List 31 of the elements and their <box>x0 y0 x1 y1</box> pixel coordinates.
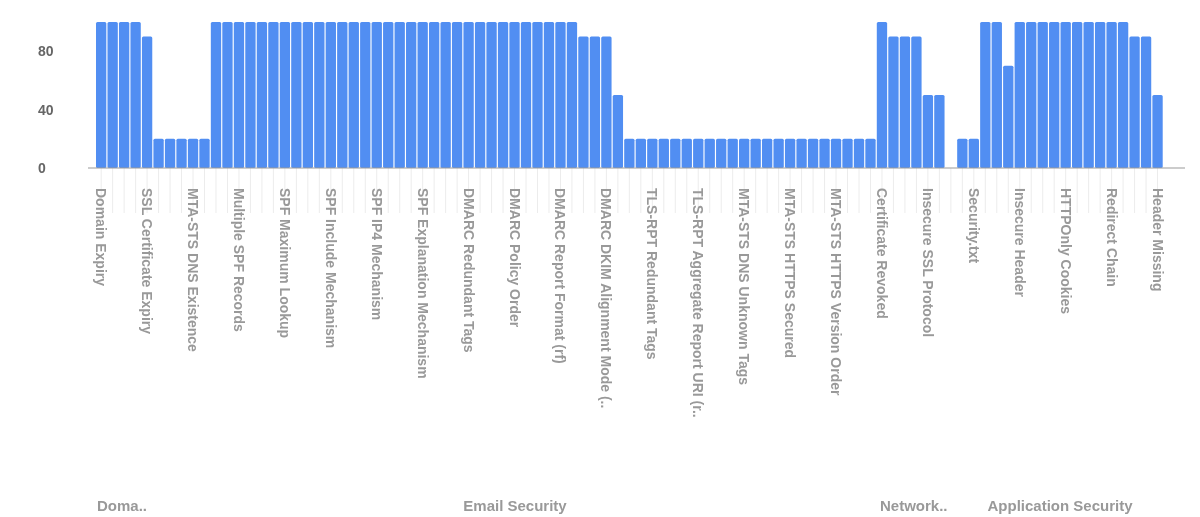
x-tick-label: Insecure Header <box>1011 188 1028 298</box>
x-tick-label: SPF Include Mechanism <box>322 188 339 349</box>
x-tick-label: SPF Maximum Lookup <box>276 188 293 339</box>
x-tick-label: Security.txt <box>965 188 982 264</box>
x-tick-label: MTA-STS DNS Existence <box>185 188 202 353</box>
x-tick-label: Multiple SPF Records <box>230 188 247 333</box>
x-tick-label: Header Missing <box>1149 188 1166 292</box>
x-tick-label: SSL Certificate Expiry <box>139 188 156 335</box>
x-tick-label: DMARC Policy Order <box>506 188 523 328</box>
x-tick-label: HTTPOnly Cookies <box>1057 188 1074 315</box>
x-tick-label: MTA-STS DNS Unknown Tags <box>736 188 753 386</box>
x-tick-label: SPF Explanation Mechanism <box>414 188 431 379</box>
x-tick-label: TLS-RPT Aggregate Report URI (r.. <box>690 188 707 418</box>
text: Email Security <box>463 497 568 514</box>
x-tick-label: DMARC Report Format (rf) <box>552 188 569 364</box>
text: Doma.. <box>97 497 148 514</box>
text: Network.. <box>880 497 948 514</box>
x-tick-label: Redirect Chain <box>1103 188 1120 287</box>
x-tick-label: DMARC DKIM Alignment Mode (.. <box>598 188 615 409</box>
text: Application Security <box>987 497 1134 514</box>
y-tick-label: 40 <box>38 101 54 118</box>
x-tick-label: MTA-STS HTTPS Version Order <box>828 188 845 396</box>
x-tick-label: MTA-STS HTTPS Secured <box>782 188 799 359</box>
x-tick-label: Insecure SSL Protocol <box>919 188 936 338</box>
x-tick-label: Domain Expiry <box>93 188 110 287</box>
x-tick-label: DMARC Redundant Tags <box>460 188 477 353</box>
y-tick-label: 0 <box>38 160 46 176</box>
x-tick-label: SPF IP4 Mechanism <box>368 188 385 321</box>
x-tick-label: Certificate Revoked <box>873 188 890 319</box>
y-tick-label: 80 <box>38 43 54 60</box>
x-tick-label: TLS-RPT Redundant Tags <box>644 188 661 360</box>
